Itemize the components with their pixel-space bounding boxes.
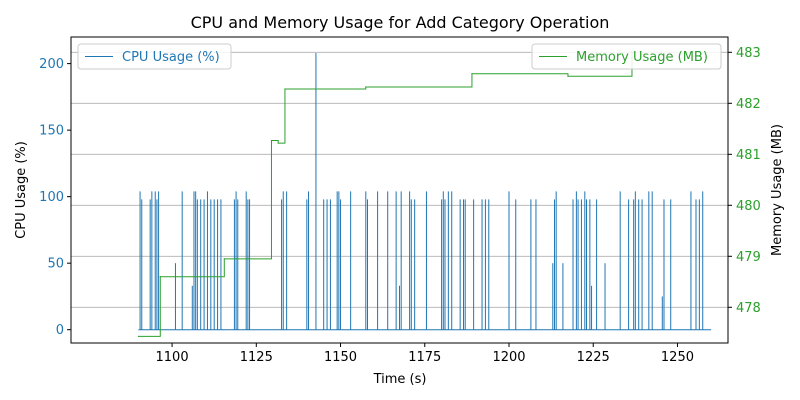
- x-tick-label: 1175: [408, 350, 441, 365]
- chart-title: CPU and Memory Usage for Add Category Op…: [191, 13, 610, 32]
- left-axis-ticks: 0 50 100 150 200: [39, 57, 71, 338]
- x-tick-label: 1250: [661, 350, 694, 365]
- cpu-series: [138, 52, 712, 331]
- memory-point: [277, 142, 279, 144]
- right-tick-label: 479: [736, 250, 761, 265]
- right-tick-label: 482: [736, 97, 761, 112]
- x-tick-label: 1150: [324, 350, 357, 365]
- x-tick-label: 1200: [492, 350, 525, 365]
- memory-point: [365, 86, 367, 88]
- left-tick-label: 150: [39, 124, 64, 139]
- right-tick-label: 481: [736, 148, 761, 163]
- left-tick-label: 200: [39, 57, 64, 72]
- right-tick-label: 483: [736, 46, 761, 61]
- memory-legend-box: [531, 43, 722, 70]
- cpu-legend-box: [77, 43, 232, 70]
- memory-legend-label: Memory Usage (MB): [576, 50, 708, 65]
- plot-frame: [70, 36, 729, 344]
- cpu-legend: CPU Usage (%): [77, 43, 232, 70]
- x-axis-label: Time (s): [373, 372, 427, 387]
- memory-point: [471, 73, 473, 75]
- left-tick-label: 100: [39, 190, 64, 205]
- right-axis-label: Memory Usage (MB): [770, 124, 785, 256]
- memory-point: [223, 258, 225, 260]
- memory-point: [137, 335, 139, 337]
- x-tick-label: 1225: [577, 350, 610, 365]
- left-axis-label: CPU Usage (%): [14, 141, 29, 239]
- x-tick-label: 1100: [156, 350, 189, 365]
- x-tick-label: 1125: [240, 350, 273, 365]
- memory-point: [284, 88, 286, 90]
- right-axis-ticks: 478 479 480 481 482 483: [728, 46, 761, 316]
- left-tick-label: 0: [56, 323, 64, 338]
- cpu-legend-label: CPU Usage (%): [122, 50, 220, 65]
- right-tick-label: 480: [736, 199, 761, 214]
- memory-point: [270, 139, 273, 142]
- right-tick-label: 478: [736, 301, 761, 316]
- memory-point: [567, 75, 569, 77]
- memory-legend: Memory Usage (MB): [531, 43, 722, 70]
- x-axis-ticks: 1100 1125 1150 1175 1200 1225 1250: [156, 343, 694, 365]
- left-tick-label: 50: [47, 257, 64, 272]
- memory-point: [159, 276, 161, 278]
